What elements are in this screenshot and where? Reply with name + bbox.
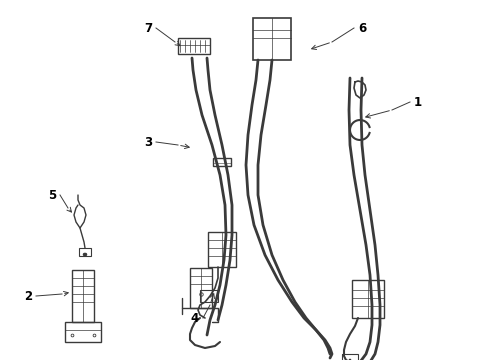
Text: 6: 6 [357,22,366,35]
Text: 3: 3 [143,135,152,149]
Text: 7: 7 [143,22,152,35]
Text: 4: 4 [190,311,199,324]
Text: 1: 1 [413,95,421,108]
Text: 5: 5 [48,189,56,202]
Text: 2: 2 [24,289,32,302]
